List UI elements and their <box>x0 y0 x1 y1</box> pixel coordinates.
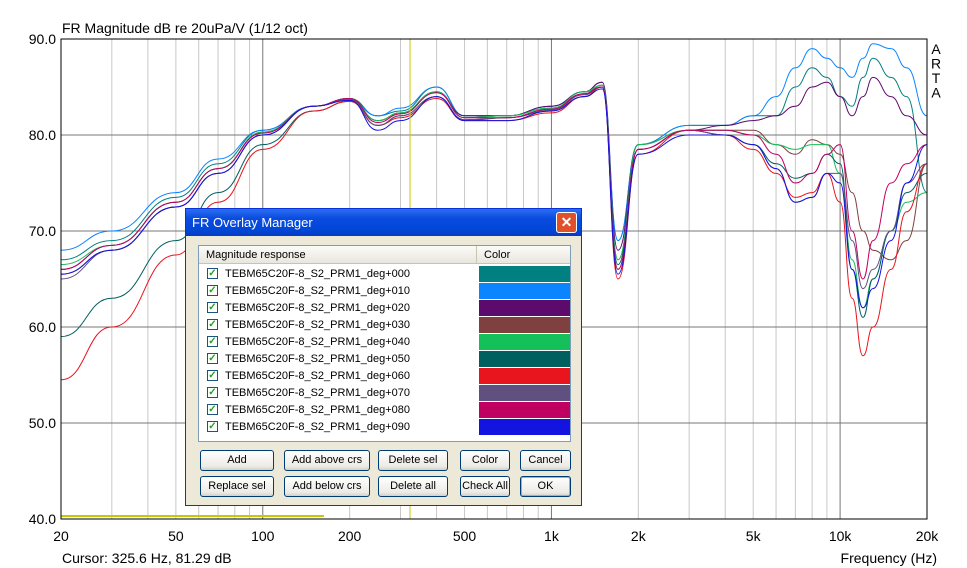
row-label: TEBM65C20F-8_S2_PRM1_deg+040 <box>225 336 410 348</box>
x-tick-label: 5k <box>746 528 762 544</box>
overlay-row[interactable]: ✓ TEBM65C20F-8_S2_PRM1_deg+030 <box>199 317 570 334</box>
overlay-row[interactable]: ✓ TEBM65C20F-8_S2_PRM1_deg+080 <box>199 402 570 419</box>
row-label: TEBM65C20F-8_S2_PRM1_deg+090 <box>225 421 410 433</box>
y-tick-label: 70.0 <box>29 223 56 239</box>
fr-overlay-manager-dialog: FR Overlay Manager ✕ Magnitude response … <box>185 208 582 506</box>
row-label: TEBM65C20F-8_S2_PRM1_deg+030 <box>225 319 410 331</box>
y-tick-label: 50.0 <box>29 415 56 431</box>
row-checkbox[interactable]: ✓ <box>207 268 218 279</box>
row-color-swatch[interactable] <box>479 419 570 435</box>
overlay-list[interactable]: Magnitude response Color ✓ TEBM65C20F-8_S… <box>198 245 571 442</box>
watermark-letter: A <box>931 41 941 57</box>
x-tick-label: 50 <box>168 528 184 544</box>
overlay-row[interactable]: ✓ TEBM65C20F-8_S2_PRM1_deg+000 <box>199 266 570 283</box>
x-tick-label: 20k <box>916 528 940 544</box>
color-button[interactable]: Color <box>460 450 510 471</box>
overlay-row[interactable]: ✓ TEBM65C20F-8_S2_PRM1_deg+020 <box>199 300 570 317</box>
row-checkbox[interactable]: ✓ <box>207 319 218 330</box>
ok-button[interactable]: OK <box>520 476 571 497</box>
x-tick-label: 10k <box>829 528 853 544</box>
add-above-crs-button[interactable]: Add above crs <box>284 450 370 471</box>
delete-all-button[interactable]: Delete all <box>378 476 448 497</box>
y-tick-label: 40.0 <box>29 511 56 527</box>
column-header-color[interactable]: Color <box>476 246 570 264</box>
x-tick-label: 500 <box>453 528 477 544</box>
row-label: TEBM65C20F-8_S2_PRM1_deg+010 <box>225 285 410 297</box>
row-color-swatch[interactable] <box>479 283 570 299</box>
dialog-title[interactable]: FR Overlay Manager <box>186 209 581 236</box>
row-color-swatch[interactable] <box>479 402 570 418</box>
row-checkbox[interactable]: ✓ <box>207 302 218 313</box>
y-tick-labels: 90.0 80.0 70.0 60.0 50.0 40.0 <box>29 31 56 527</box>
watermark-letter: R <box>931 56 941 72</box>
replace-sel-button[interactable]: Replace sel <box>200 476 274 497</box>
x-axis-label: Frequency (Hz) <box>841 550 937 566</box>
overlay-row[interactable]: ✓ TEBM65C20F-8_S2_PRM1_deg+060 <box>199 368 570 385</box>
row-color-swatch[interactable] <box>479 334 570 350</box>
add-button[interactable]: Add <box>200 450 274 471</box>
row-checkbox[interactable]: ✓ <box>207 336 218 347</box>
row-color-swatch[interactable] <box>479 317 570 333</box>
watermark-letter: A <box>931 85 941 101</box>
column-header-magnitude[interactable]: Magnitude response <box>199 246 476 264</box>
y-tick-label: 80.0 <box>29 127 56 143</box>
overlay-row[interactable]: ✓ TEBM65C20F-8_S2_PRM1_deg+040 <box>199 334 570 351</box>
x-tick-label: 2k <box>631 528 647 544</box>
row-color-swatch[interactable] <box>479 368 570 384</box>
row-label: TEBM65C20F-8_S2_PRM1_deg+000 <box>225 268 410 280</box>
overlay-row[interactable]: ✓ TEBM65C20F-8_S2_PRM1_deg+090 <box>199 419 570 436</box>
row-label: TEBM65C20F-8_S2_PRM1_deg+050 <box>225 353 410 365</box>
x-tick-label: 200 <box>338 528 362 544</box>
add-below-crs-button[interactable]: Add below crs <box>284 476 370 497</box>
cancel-button[interactable]: Cancel <box>520 450 571 471</box>
close-icon[interactable]: ✕ <box>556 212 577 233</box>
series-line-6 <box>61 86 927 381</box>
y-tick-label: 60.0 <box>29 319 56 335</box>
row-checkbox[interactable]: ✓ <box>207 421 218 432</box>
overlay-row[interactable]: ✓ TEBM65C20F-8_S2_PRM1_deg+010 <box>199 283 570 300</box>
row-checkbox[interactable]: ✓ <box>207 404 218 415</box>
row-checkbox[interactable]: ✓ <box>207 370 218 381</box>
overlay-row[interactable]: ✓ TEBM65C20F-8_S2_PRM1_deg+070 <box>199 385 570 402</box>
row-checkbox[interactable]: ✓ <box>207 285 218 296</box>
x-tick-label: 20 <box>53 528 69 544</box>
row-color-swatch[interactable] <box>479 266 570 282</box>
check-all-button[interactable]: Check All <box>460 476 510 497</box>
row-label: TEBM65C20F-8_S2_PRM1_deg+060 <box>225 370 410 382</box>
row-label: TEBM65C20F-8_S2_PRM1_deg+080 <box>225 404 410 416</box>
row-color-swatch[interactable] <box>479 300 570 316</box>
series-group <box>61 43 927 381</box>
series-line-9 <box>61 88 927 309</box>
plot-frame <box>60 38 928 520</box>
x-tick-label: 1k <box>544 528 560 544</box>
row-label: TEBM65C20F-8_S2_PRM1_deg+070 <box>225 387 410 399</box>
chart-title: FR Magnitude dB re 20uPa/V (1/12 oct) <box>62 20 308 36</box>
row-color-swatch[interactable] <box>479 385 570 401</box>
x-tick-label: 100 <box>251 528 275 544</box>
row-label: TEBM65C20F-8_S2_PRM1_deg+020 <box>225 302 410 314</box>
row-checkbox[interactable]: ✓ <box>207 353 218 364</box>
delete-sel-button[interactable]: Delete sel <box>378 450 448 471</box>
row-checkbox[interactable]: ✓ <box>207 387 218 398</box>
cursor-readout: Cursor: 325.6 Hz, 81.29 dB <box>62 550 232 566</box>
overlay-row[interactable]: ✓ TEBM65C20F-8_S2_PRM1_deg+050 <box>199 351 570 368</box>
y-tick-label: 90.0 <box>29 31 56 47</box>
watermark-letter: T <box>932 70 941 86</box>
x-tick-labels: 20 50 100 200 500 1k 2k 5k 10k 20k <box>53 528 939 544</box>
row-color-swatch[interactable] <box>479 351 570 367</box>
